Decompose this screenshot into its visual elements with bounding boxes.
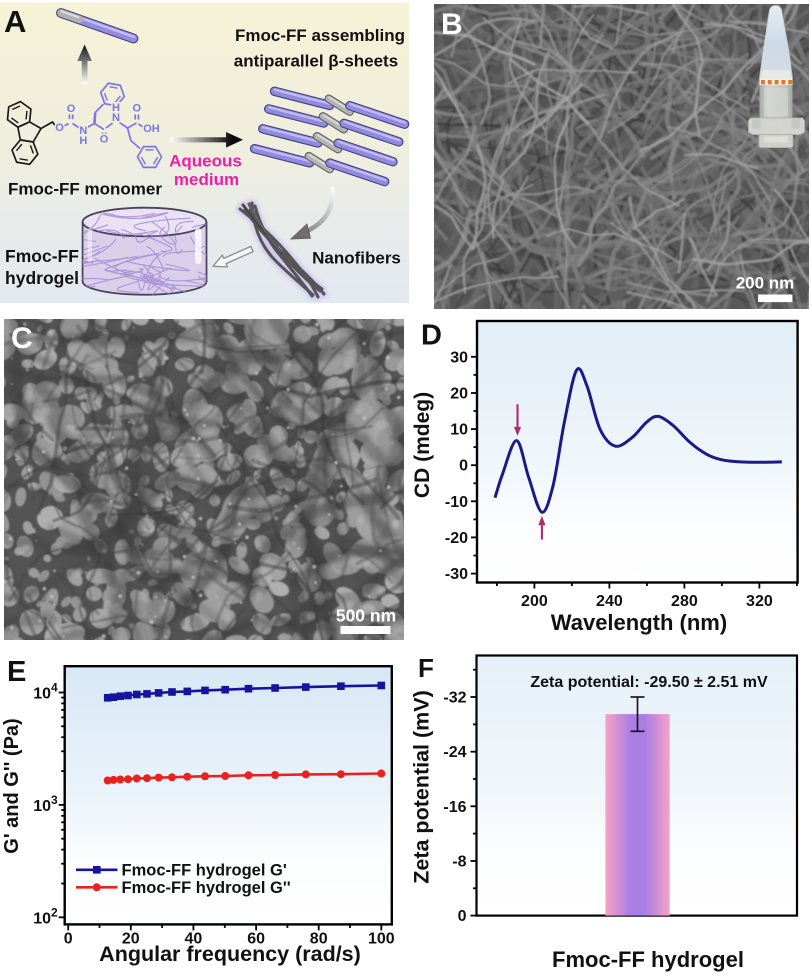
svg-text:H: H xyxy=(112,102,120,114)
svg-text:104: 104 xyxy=(33,681,58,703)
svg-text:Nanofibers: Nanofibers xyxy=(312,249,401,268)
svg-text:O: O xyxy=(55,122,64,134)
svg-text:Fmoc-FF monomer: Fmoc-FF monomer xyxy=(8,180,162,199)
svg-text:CD (mdeg): CD (mdeg) xyxy=(411,392,434,498)
svg-text:medium: medium xyxy=(174,170,239,189)
svg-text:Fmoc-FF assembling: Fmoc-FF assembling xyxy=(235,26,405,45)
svg-text:20: 20 xyxy=(450,386,468,403)
svg-text:Zeta potential: -29.50 ± 2.51: Zeta potential: -29.50 ± 2.51 mV xyxy=(530,674,768,691)
svg-text:O: O xyxy=(67,103,76,115)
svg-text:10: 10 xyxy=(450,422,468,439)
svg-text:320: 320 xyxy=(746,593,773,610)
svg-text:-24: -24 xyxy=(443,744,466,761)
svg-text:60: 60 xyxy=(247,930,265,947)
svg-text:100: 100 xyxy=(368,930,395,947)
svg-text:OH: OH xyxy=(143,123,160,135)
svg-text:E: E xyxy=(7,656,26,688)
svg-text:Fmoc-FF hydrogel G': Fmoc-FF hydrogel G' xyxy=(122,862,287,880)
svg-text:200 nm: 200 nm xyxy=(736,274,795,293)
svg-text:280: 280 xyxy=(671,593,698,610)
svg-text:-16: -16 xyxy=(443,799,466,816)
svg-text:G' and G'' (Pa): G' and G'' (Pa) xyxy=(1,718,23,853)
svg-text:N: N xyxy=(79,125,87,137)
svg-text:40: 40 xyxy=(185,930,203,947)
svg-text:antiparallel β-sheets: antiparallel β-sheets xyxy=(234,52,398,71)
svg-text:Aqueous: Aqueous xyxy=(169,152,242,171)
svg-text:Fmoc-FF hydrogel G'': Fmoc-FF hydrogel G'' xyxy=(122,879,291,897)
svg-text:Wavelength (nm): Wavelength (nm) xyxy=(551,610,727,635)
svg-text:103: 103 xyxy=(33,793,58,815)
svg-text:200: 200 xyxy=(521,593,548,610)
svg-text:F: F xyxy=(418,653,434,683)
svg-text:N: N xyxy=(112,112,120,124)
svg-text:Fmoc-FF hydrogel: Fmoc-FF hydrogel xyxy=(552,947,744,972)
svg-text:A: A xyxy=(4,4,26,39)
svg-text:O: O xyxy=(133,103,142,115)
svg-text:-8: -8 xyxy=(452,854,466,871)
svg-text:H: H xyxy=(79,135,87,147)
svg-text:240: 240 xyxy=(596,593,623,610)
svg-text:20: 20 xyxy=(122,930,140,947)
svg-text:C: C xyxy=(11,322,33,355)
svg-text:0: 0 xyxy=(64,930,73,947)
svg-text:D: D xyxy=(421,320,442,352)
svg-text:-20: -20 xyxy=(445,530,468,547)
svg-text:O: O xyxy=(100,134,109,146)
svg-text:80: 80 xyxy=(310,930,328,947)
svg-text:hydrogel: hydrogel xyxy=(5,268,79,288)
svg-text:B: B xyxy=(441,8,463,41)
svg-text:0: 0 xyxy=(459,458,468,475)
svg-text:Fmoc-FF: Fmoc-FF xyxy=(5,246,79,266)
svg-text:30: 30 xyxy=(450,349,468,366)
svg-text:102: 102 xyxy=(33,905,58,927)
svg-text:-30: -30 xyxy=(445,566,468,583)
svg-text:500 nm: 500 nm xyxy=(336,606,396,626)
svg-text:Angular frequency (rad/s): Angular frequency (rad/s) xyxy=(99,942,361,966)
svg-text:Zeta potential (mV): Zeta potential (mV) xyxy=(410,690,434,884)
svg-text:-32: -32 xyxy=(443,690,466,707)
svg-text:0: 0 xyxy=(458,908,467,925)
svg-text:-10: -10 xyxy=(445,494,468,511)
